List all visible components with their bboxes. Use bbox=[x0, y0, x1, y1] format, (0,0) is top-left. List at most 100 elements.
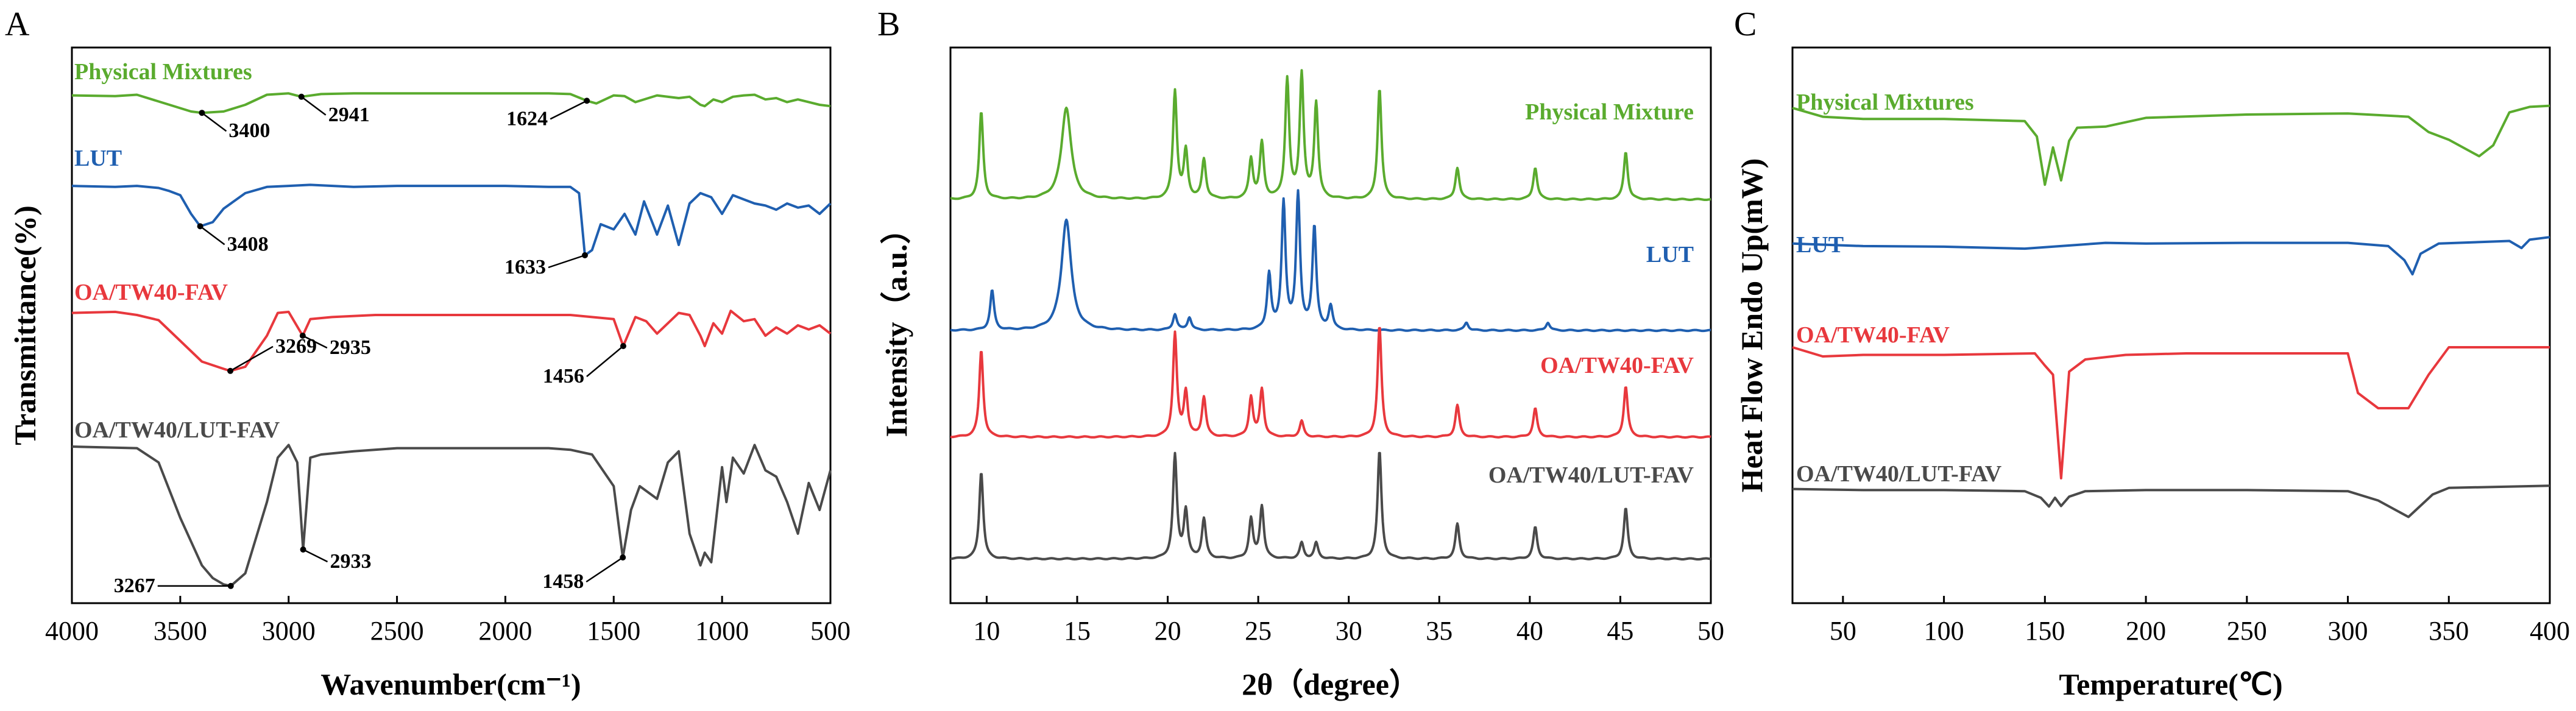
series-line bbox=[1792, 236, 2550, 276]
annotation-label: 1458 bbox=[542, 570, 584, 593]
series-line bbox=[1792, 104, 2550, 186]
series-line bbox=[950, 327, 1711, 439]
panel-a-series-label: LUT bbox=[74, 146, 122, 171]
x-tick-label: 3000 bbox=[262, 616, 316, 646]
panel-a-y-label: Transmittance(%) bbox=[8, 205, 42, 445]
x-tick-label: 35 bbox=[1426, 616, 1453, 646]
x-tick-label: 25 bbox=[1245, 616, 1272, 646]
annotation-arrow bbox=[201, 112, 227, 132]
panel-b: B 10 15 20 25 30 35 40 45 50 Physical Mixture LU… bbox=[877, 5, 1724, 701]
annotation-arrow bbox=[230, 345, 274, 372]
panel-c-y-label: Heat Flow Endo Up(mW) bbox=[1735, 158, 1769, 493]
annotation-arrowhead bbox=[581, 252, 588, 258]
panel-c-letter: C bbox=[1734, 5, 1757, 43]
x-tick-label: 50 bbox=[1697, 616, 1724, 646]
annotation-label: 3269 bbox=[275, 335, 317, 358]
panel-c-series-label: OA/TW40-FAV bbox=[1796, 322, 1950, 348]
series-line bbox=[1792, 346, 2550, 479]
annotation-arrow bbox=[550, 100, 587, 120]
x-tick-label: 4000 bbox=[45, 616, 99, 646]
annotation-arrowhead bbox=[620, 554, 626, 561]
annotation-arrowhead bbox=[197, 223, 203, 230]
panel-a-series-label: Physical Mixtures bbox=[74, 59, 252, 85]
series-line bbox=[950, 69, 1711, 201]
panel-a-x-label: Wavenumber(cm⁻¹) bbox=[320, 667, 581, 701]
series-line bbox=[950, 451, 1711, 561]
panel-b-series-label: LUT bbox=[1646, 242, 1694, 267]
panel-c-x-label: Temperature(℃) bbox=[2059, 667, 2282, 701]
annotation-arrow bbox=[302, 334, 328, 349]
x-tick-label: 2500 bbox=[370, 616, 424, 646]
panel-b-x-label: 2θ（degree） bbox=[1242, 667, 1420, 701]
series-line bbox=[71, 183, 832, 256]
series-line bbox=[71, 444, 832, 587]
panel-a-series-label: OA/TW40/LUT-FAV bbox=[74, 417, 280, 443]
annotation-label: 3400 bbox=[228, 119, 270, 142]
annotation-arrow bbox=[586, 556, 623, 583]
panel-a-annotations: 3400 2941 1624 3408 1633 2935 3269 1456 2933 3267… bbox=[114, 93, 626, 597]
x-tick-label: 200 bbox=[2126, 616, 2166, 646]
annotation-label: 1633 bbox=[504, 256, 546, 278]
panel-b-x-axis: 10 15 20 25 30 35 40 45 50 bbox=[973, 596, 1724, 646]
annotation-label: 3267 bbox=[114, 575, 155, 597]
annotation-arrowhead bbox=[298, 93, 305, 100]
x-tick-label: 300 bbox=[2328, 616, 2368, 646]
panel-c-series-label: OA/TW40/LUT-FAV bbox=[1796, 461, 2002, 487]
annotation-arrow bbox=[302, 548, 328, 563]
x-tick-label: 45 bbox=[1607, 616, 1633, 646]
panel-a: A 4000 3500 3000 2500 2000 1500 1000 500 3400 29… bbox=[5, 5, 851, 701]
annotation-arrow bbox=[586, 345, 624, 377]
x-tick-label: 1500 bbox=[587, 616, 640, 646]
panel-b-series-label: Physical Mixture bbox=[1525, 99, 1694, 125]
annotation-arrow bbox=[199, 225, 225, 246]
annotation-label: 2933 bbox=[330, 550, 372, 573]
annotation-arrow bbox=[548, 254, 586, 269]
x-tick-label: 20 bbox=[1155, 616, 1181, 646]
panel-c-series-label: LUT bbox=[1796, 232, 1844, 258]
panel-b-plot bbox=[950, 69, 1711, 561]
annotation-arrowhead bbox=[299, 333, 306, 339]
annotation-label: 2935 bbox=[330, 336, 371, 359]
x-tick-label: 3500 bbox=[154, 616, 207, 646]
panel-a-x-axis: 4000 3500 3000 2500 2000 1500 1000 500 bbox=[45, 596, 851, 646]
annotation-arrow bbox=[300, 96, 327, 116]
panel-c: C 50 100 150 200 250 300 350 400 Physical Mixtu… bbox=[1734, 5, 2570, 701]
series-line bbox=[1792, 484, 2550, 518]
panel-a-letter: A bbox=[5, 5, 30, 43]
panel-c-plot bbox=[1792, 104, 2550, 518]
panel-b-frame bbox=[949, 46, 1712, 604]
x-tick-label: 2000 bbox=[478, 616, 532, 646]
panel-c-frame bbox=[1791, 46, 2551, 604]
x-tick-label: 250 bbox=[2227, 616, 2267, 646]
annotation-label: 1624 bbox=[506, 107, 548, 130]
series-line bbox=[71, 92, 831, 115]
panel-a-series-label: OA/TW40-FAV bbox=[74, 280, 228, 305]
panel-b-letter: B bbox=[877, 5, 900, 43]
annotation-label: 1456 bbox=[543, 365, 584, 387]
x-tick-label: 500 bbox=[810, 616, 851, 646]
x-tick-label: 40 bbox=[1516, 616, 1543, 646]
x-tick-label: 15 bbox=[1064, 616, 1091, 646]
x-tick-label: 10 bbox=[973, 616, 1000, 646]
x-tick-label: 350 bbox=[2429, 616, 2469, 646]
panel-c-x-axis: 50 100 150 200 250 300 350 400 bbox=[1830, 596, 2570, 646]
panel-b-y-label: Intensity（a.u.） bbox=[879, 214, 913, 437]
annotation-arrowhead bbox=[199, 110, 205, 116]
x-tick-label: 1000 bbox=[695, 616, 749, 646]
panel-b-series-label: OA/TW40/LUT-FAV bbox=[1488, 462, 1694, 488]
panel-a-frame bbox=[71, 46, 832, 604]
series-line bbox=[71, 310, 832, 372]
annotation-label: 2941 bbox=[328, 104, 370, 126]
annotation-arrowhead bbox=[300, 547, 306, 553]
x-tick-label: 50 bbox=[1830, 616, 1856, 646]
panel-b-series-label: OA/TW40-FAV bbox=[1540, 353, 1694, 378]
annotation-arrowhead bbox=[620, 343, 626, 349]
x-tick-label: 150 bbox=[2025, 616, 2065, 646]
x-tick-label: 30 bbox=[1336, 616, 1362, 646]
panel-c-series-label: Physical Mixtures bbox=[1796, 90, 1974, 115]
annotation-arrowhead bbox=[227, 582, 234, 589]
annotation-label: 3408 bbox=[227, 233, 269, 255]
annotation-arrowhead bbox=[227, 367, 234, 374]
panel-a-plot bbox=[71, 92, 832, 587]
